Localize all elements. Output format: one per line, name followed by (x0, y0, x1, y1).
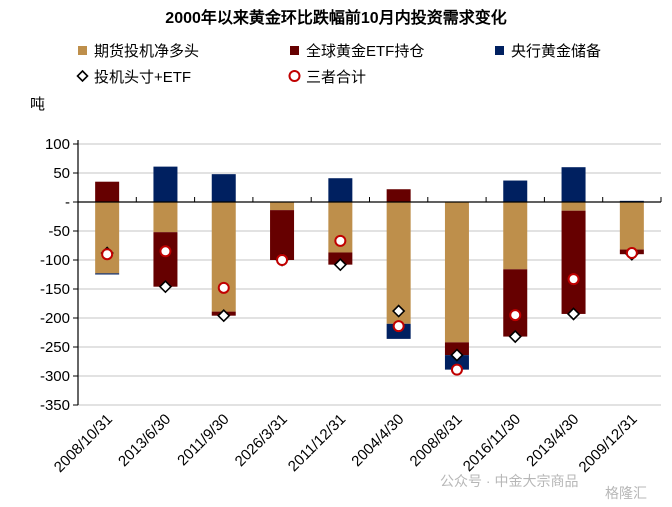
diamond-marker (333, 258, 347, 272)
x-tick-label: 2011/9/30 (174, 411, 232, 469)
x-tick-label: 2013/6/30 (115, 411, 174, 470)
circle-marker (450, 363, 463, 376)
bar-series-1 (561, 210, 586, 314)
legend-label: 投机头寸+ETF (94, 69, 191, 86)
legend-swatch (78, 46, 87, 55)
bar-series-2 (328, 178, 353, 202)
diamond-marker (450, 348, 464, 362)
circle-marker (567, 273, 580, 286)
bar-series-2 (444, 355, 469, 370)
legend-label: 期货投机净多头 (94, 43, 199, 60)
y-tick-label: -250 (40, 339, 70, 356)
legend-circle-icon (288, 70, 301, 82)
legend-swatch (290, 46, 299, 55)
bar-series-0 (211, 202, 236, 312)
bar-series-0 (95, 202, 120, 274)
x-tick-label: 2013/4/30 (523, 411, 582, 470)
circle-marker (217, 281, 230, 294)
bar-series-2 (95, 273, 120, 275)
circle-marker (625, 247, 638, 260)
circle-marker (159, 245, 172, 258)
diamond-marker (217, 309, 231, 323)
x-tick-label: 2004/4/30 (348, 411, 407, 470)
bar-series-0 (386, 202, 411, 324)
x-tick-label: 2026/3/31 (232, 411, 291, 470)
bar-series-1 (503, 269, 528, 337)
x-tick-label: 2009/12/31 (576, 411, 641, 476)
watermark-right: 格隆汇 (605, 485, 647, 501)
circle-marker (334, 234, 347, 247)
watermark-left: 公众号 · 中金大宗商品 (440, 473, 578, 489)
bar-series-2 (503, 180, 528, 202)
y-tick-label: -100 (40, 252, 70, 269)
bar-series-0 (444, 202, 469, 343)
bar-series-0 (270, 202, 295, 211)
x-tick-label: 2008/8/31 (407, 411, 466, 470)
y-tick-label: -350 (40, 397, 70, 414)
bar-series-2 (211, 174, 236, 202)
bar-series-0 (503, 202, 528, 270)
legend-swatch (495, 46, 504, 55)
legend-diamond-icon (76, 69, 89, 83)
y-tick-label: -200 (40, 310, 70, 327)
diamond-marker (158, 280, 173, 294)
diamond-marker (566, 307, 581, 321)
diamond-marker (392, 304, 406, 318)
bar-series-2 (561, 167, 586, 202)
bar-series-2 (153, 166, 178, 202)
bar-series-1 (95, 181, 120, 202)
circle-marker (101, 248, 114, 261)
y-tick-label: - (65, 194, 70, 211)
legend-label: 全球黄金ETF持仓 (306, 42, 424, 60)
bar-series-1 (386, 189, 411, 202)
bar-series-1 (270, 210, 295, 260)
y-tick-label: 100 (45, 136, 70, 153)
circle-marker (509, 309, 522, 322)
chart-title: 2000年以来黄金环比跌幅前10月内投资需求变化 (165, 8, 506, 27)
y-axis-label: 吨 (30, 96, 45, 113)
x-tick-label: 2011/12/31 (285, 411, 349, 475)
bar-series-0 (561, 202, 586, 211)
x-tick-label: 2008/10/31 (51, 411, 116, 476)
bar-series-0 (153, 202, 178, 233)
x-tick-label: 2016/11/30 (460, 411, 524, 475)
legend-label: 三者合计 (306, 69, 366, 86)
circle-marker (392, 320, 405, 333)
diamond-marker (508, 329, 522, 344)
bar-series-0 (619, 202, 644, 250)
y-tick-label: -150 (40, 281, 70, 298)
circle-marker (276, 254, 289, 266)
legend-label: 央行黄金储备 (511, 43, 601, 60)
bar-series-1 (153, 232, 178, 287)
y-tick-label: 50 (53, 165, 70, 182)
y-tick-label: -50 (48, 223, 70, 240)
y-tick-label: -300 (40, 368, 70, 385)
